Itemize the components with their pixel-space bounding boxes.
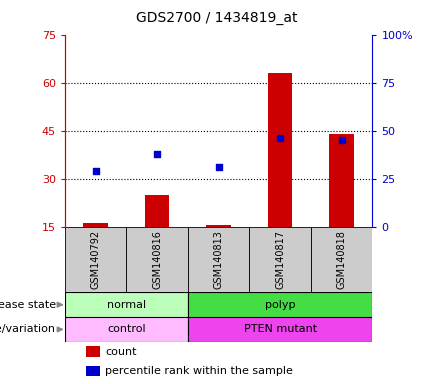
Bar (65, 227, 126, 292)
Bar (330, 134, 354, 227)
Text: disease state: disease state (0, 300, 56, 310)
Bar (65, 292, 188, 317)
Bar (145, 195, 169, 227)
Bar (188, 227, 249, 292)
Point (92, 168, 99, 174)
Text: GSM140817: GSM140817 (275, 230, 285, 289)
Point (154, 151, 161, 157)
Bar (65, 317, 188, 342)
Bar (188, 317, 372, 342)
Bar (207, 225, 231, 227)
Text: GSM140792: GSM140792 (90, 230, 101, 289)
Point (277, 135, 284, 141)
Text: genotype/variation: genotype/variation (0, 324, 56, 334)
Text: GDS2700 / 1434819_at: GDS2700 / 1434819_at (136, 11, 297, 25)
Text: percentile rank within the sample: percentile rank within the sample (105, 366, 293, 376)
Bar (188, 292, 372, 317)
Text: normal: normal (107, 300, 146, 310)
Text: GSM140816: GSM140816 (152, 230, 162, 289)
Bar (84, 223, 108, 227)
Bar (126, 227, 188, 292)
Text: PTEN mutant: PTEN mutant (244, 324, 317, 334)
Bar (249, 227, 311, 292)
Point (338, 137, 345, 143)
Text: GSM140818: GSM140818 (336, 230, 347, 289)
Text: GSM140813: GSM140813 (213, 230, 224, 289)
Bar (87, 366, 100, 376)
Bar (311, 227, 372, 292)
Text: control: control (107, 324, 146, 334)
Bar (87, 346, 100, 357)
Point (215, 164, 222, 170)
Text: count: count (105, 347, 136, 357)
Bar (268, 73, 292, 227)
Text: polyp: polyp (265, 300, 295, 310)
